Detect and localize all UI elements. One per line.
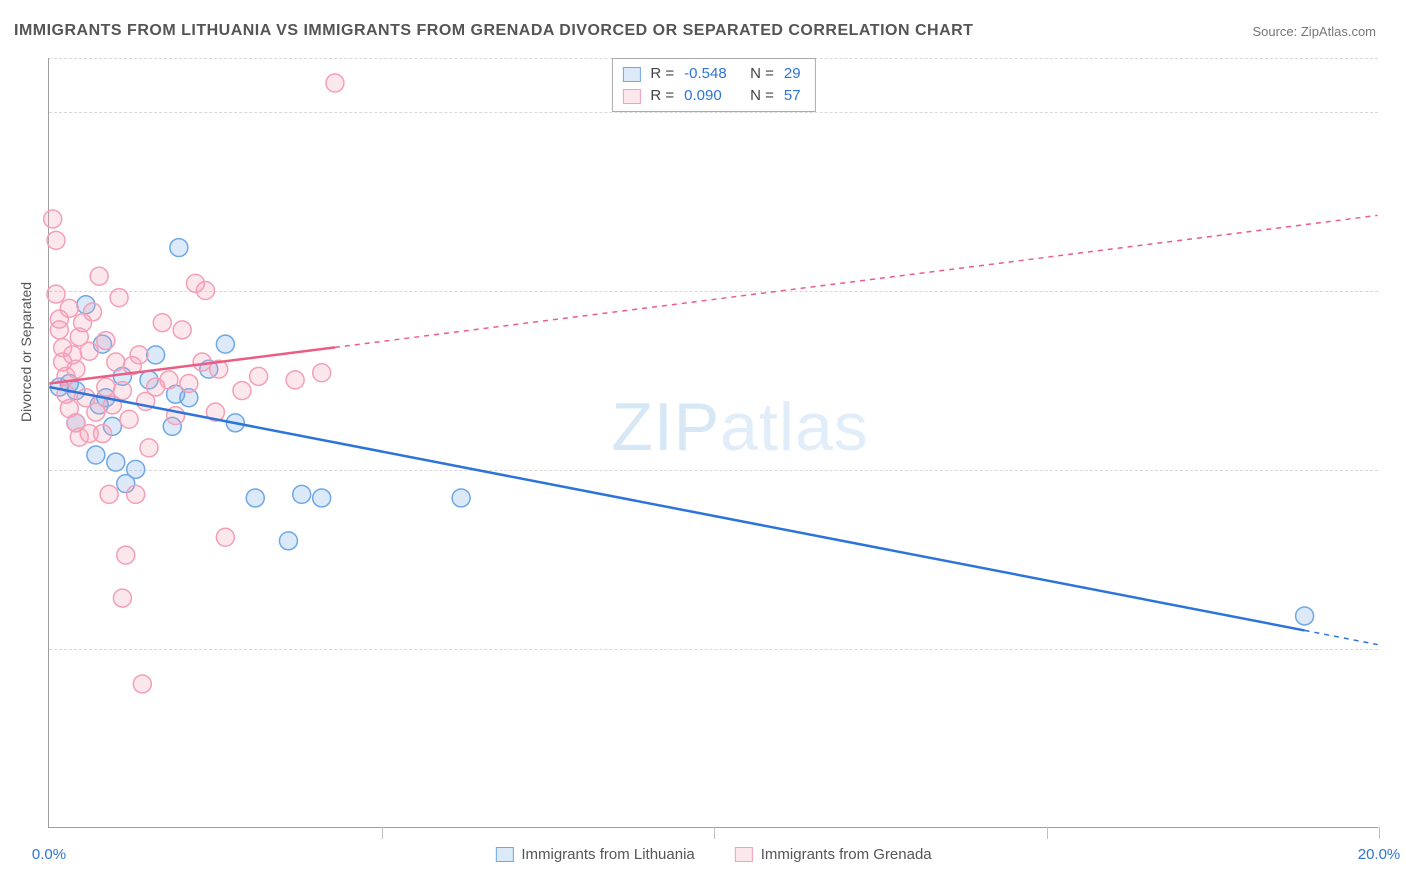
legend-label: Immigrants from Grenada <box>761 846 932 863</box>
data-point <box>286 371 304 389</box>
data-point <box>216 528 234 546</box>
data-point <box>50 321 68 339</box>
data-point <box>113 382 131 400</box>
y-tick-label: 20.0% <box>1388 103 1406 120</box>
y-axis-label: Divorced or Separated <box>18 282 34 422</box>
data-point <box>94 425 112 443</box>
data-point <box>216 335 234 353</box>
series-legend: Immigrants from Lithuania Immigrants from… <box>495 846 931 863</box>
data-point <box>196 282 214 300</box>
data-point <box>87 446 105 464</box>
data-point <box>80 342 98 360</box>
data-point <box>47 285 65 303</box>
chart-source: Source: ZipAtlas.com <box>1252 24 1376 39</box>
data-point <box>110 289 128 307</box>
data-point <box>250 367 268 385</box>
legend-n-label: N = <box>750 85 774 107</box>
data-point <box>60 299 78 317</box>
legend-row: R = 0.090 N = 57 <box>622 85 800 107</box>
chart-title: IMMIGRANTS FROM LITHUANIA VS IMMIGRANTS … <box>14 22 973 40</box>
data-point <box>180 374 198 392</box>
data-point <box>84 303 102 321</box>
plot-svg <box>49 58 1378 827</box>
data-point <box>127 485 145 503</box>
x-tick <box>1379 827 1380 839</box>
data-point <box>193 353 211 371</box>
data-point <box>160 371 178 389</box>
data-point <box>170 239 188 257</box>
data-point <box>97 378 115 396</box>
trend-line-extrapolated <box>335 215 1378 347</box>
correlation-legend: R = -0.548 N = 29 R = 0.090 N = 57 <box>611 58 815 112</box>
data-point <box>44 210 62 228</box>
data-point <box>90 267 108 285</box>
y-tick-label: 10.0% <box>1388 461 1406 478</box>
x-tick <box>1047 827 1048 839</box>
trend-line <box>49 387 1304 630</box>
x-tick <box>382 827 383 839</box>
legend-n-value: 29 <box>784 63 801 85</box>
legend-swatch <box>495 847 513 862</box>
data-point <box>452 489 470 507</box>
legend-swatch <box>622 67 640 82</box>
data-point <box>113 589 131 607</box>
data-point <box>313 489 331 507</box>
legend-label: Immigrants from Lithuania <box>521 846 694 863</box>
data-point <box>100 485 118 503</box>
legend-n-value: 57 <box>784 85 801 107</box>
data-point <box>87 403 105 421</box>
legend-r-value: -0.548 <box>684 63 740 85</box>
data-point <box>279 532 297 550</box>
data-point <box>293 485 311 503</box>
data-point <box>140 439 158 457</box>
data-point <box>233 382 251 400</box>
trend-line-extrapolated <box>1305 630 1378 644</box>
data-point <box>97 332 115 350</box>
data-point <box>1296 607 1314 625</box>
data-point <box>47 231 65 249</box>
legend-n-label: N = <box>750 63 774 85</box>
y-tick-label: 15.0% <box>1388 282 1406 299</box>
data-point <box>147 346 165 364</box>
data-point <box>67 360 85 378</box>
data-point <box>326 74 344 92</box>
legend-r-label: R = <box>650 63 674 85</box>
data-point <box>313 364 331 382</box>
data-point <box>173 321 191 339</box>
data-point <box>107 453 125 471</box>
legend-r-value: 0.090 <box>684 85 740 107</box>
data-point <box>130 346 148 364</box>
y-tick-label: 5.0% <box>1388 640 1406 657</box>
x-tick-label: 0.0% <box>32 846 66 863</box>
x-tick <box>714 827 715 839</box>
data-point <box>246 489 264 507</box>
legend-item: Immigrants from Grenada <box>735 846 932 863</box>
legend-row: R = -0.548 N = 29 <box>622 63 800 85</box>
legend-r-label: R = <box>650 85 674 107</box>
data-point <box>127 460 145 478</box>
data-point <box>117 546 135 564</box>
x-tick-label: 20.0% <box>1358 846 1401 863</box>
data-point <box>107 353 125 371</box>
legend-swatch <box>735 847 753 862</box>
legend-item: Immigrants from Lithuania <box>495 846 694 863</box>
legend-swatch <box>622 89 640 104</box>
data-point <box>153 314 171 332</box>
data-point <box>133 675 151 693</box>
data-point <box>120 410 138 428</box>
plot-area: ZIPatlas R = -0.548 N = 29 R = 0.090 N =… <box>48 58 1378 828</box>
